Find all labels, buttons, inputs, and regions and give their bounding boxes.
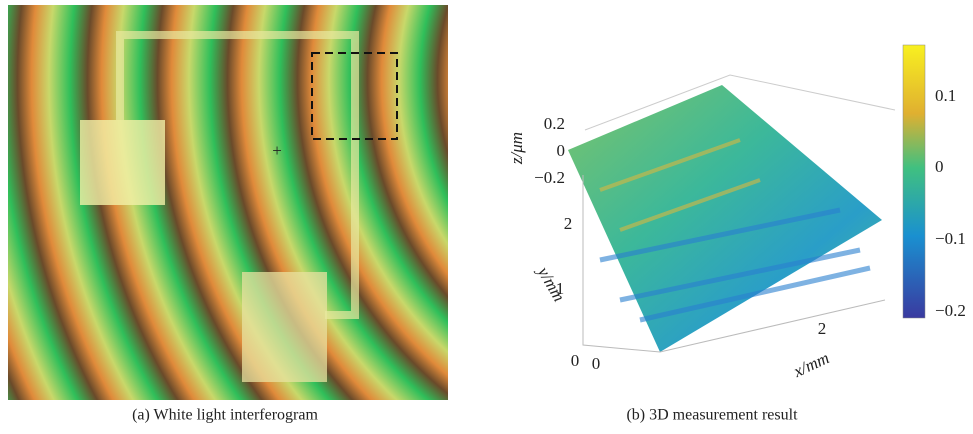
x-label: x/mm — [790, 348, 832, 381]
caption: (a) White light interferogram — [132, 407, 318, 424]
pad — [80, 120, 165, 205]
y-tick: 2 — [564, 214, 573, 233]
y-tick: 0 — [571, 351, 580, 370]
marker: + — [272, 141, 282, 160]
pad — [242, 272, 327, 382]
figure: + (a) White light interferogram z/μm 0.2… — [0, 0, 973, 434]
colorbar-tick: −0.1 — [935, 229, 966, 248]
z-tick: −0.2 — [534, 168, 565, 187]
colorbar-tick: −0.2 — [935, 301, 966, 320]
colorbar-tick: 0 — [935, 157, 944, 176]
z-tick: 0 — [557, 141, 566, 160]
caption: (b) 3D measurement result — [626, 407, 798, 424]
interferogram: + — [8, 5, 448, 400]
z-label: z/μm — [507, 132, 526, 165]
colorbar-gradient — [903, 45, 925, 318]
surface-plot — [568, 75, 895, 352]
colorbar-tick: 0.1 — [935, 86, 956, 105]
x-tick: 2 — [818, 319, 827, 338]
x-tick: 0 — [592, 354, 601, 373]
fringe-image — [8, 5, 448, 400]
z-tick: 0.2 — [544, 114, 565, 133]
colorbar — [903, 45, 925, 318]
